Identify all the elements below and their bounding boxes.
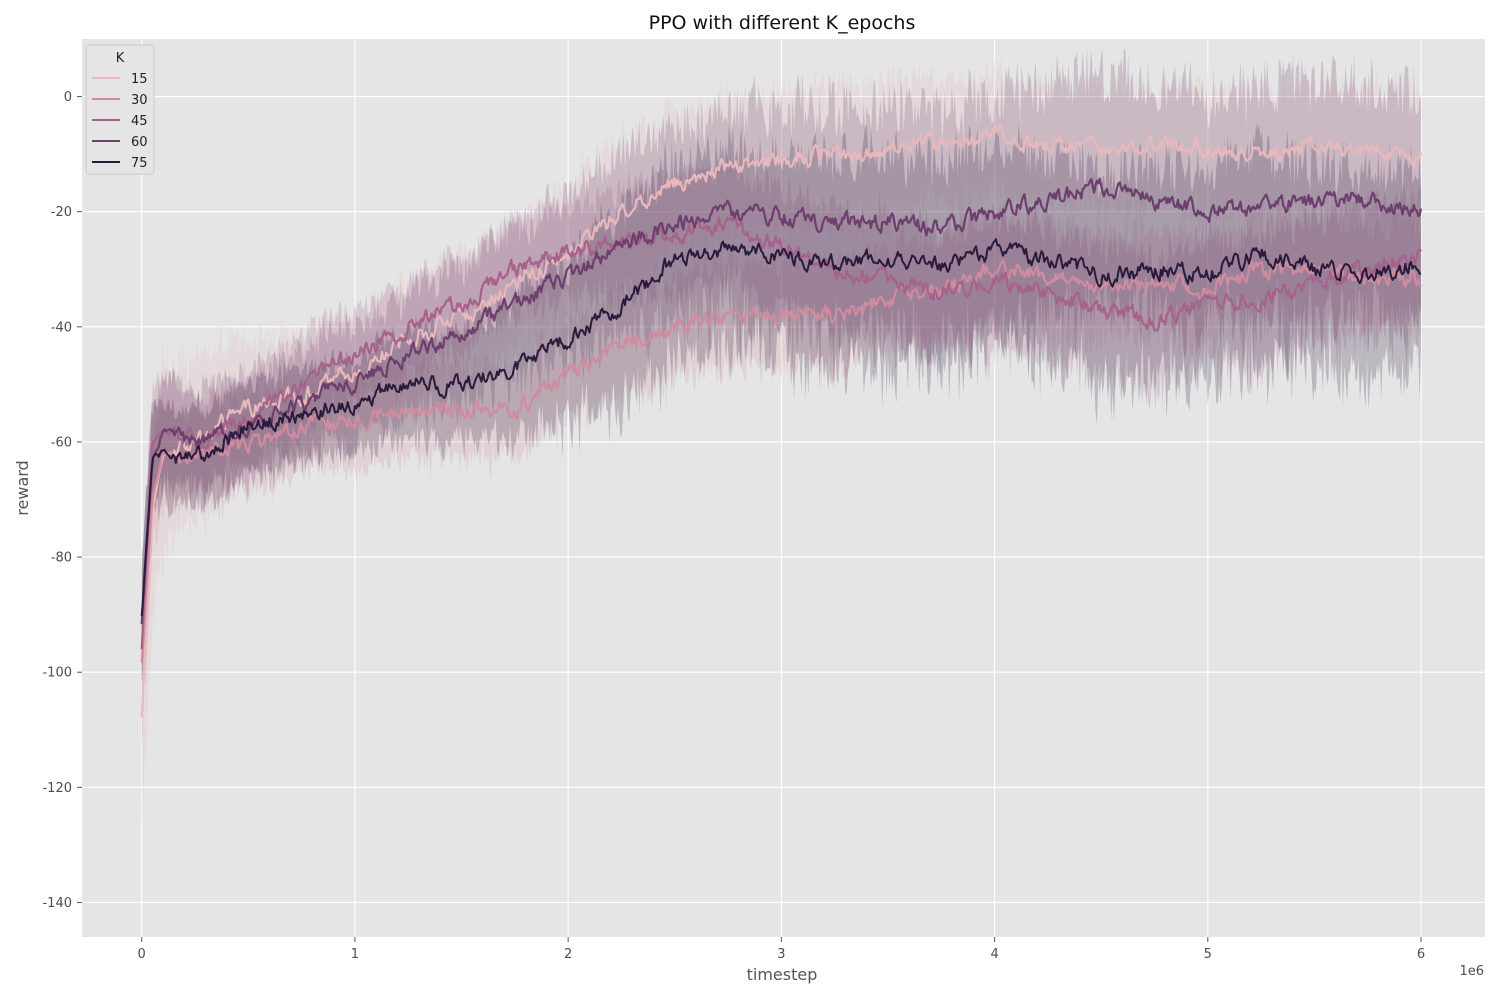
chart-title: PPO with different K_epochs [649, 12, 916, 34]
series-lines [140, 123, 1423, 718]
grid-lines [82, 39, 1485, 937]
line-k-75 [140, 238, 1422, 617]
x-axis-ticks: 0 1 2 3 4 5 6 [138, 937, 1425, 962]
y-tick-label: -40 [51, 320, 72, 335]
y-axis-label: reward [13, 460, 32, 515]
line-k-45 [140, 216, 1422, 650]
legend-label-k-30: 30 [131, 93, 148, 108]
y-tick-label: -100 [42, 666, 72, 681]
line-k-30 [140, 259, 1422, 663]
line-k-60 [140, 177, 1423, 625]
band-k-15 [141, 58, 1422, 826]
x-tick-label: 2 [564, 947, 572, 962]
legend-items: 15 30 45 60 75 [92, 72, 148, 171]
y-tick-label: -60 [51, 435, 72, 450]
legend-label-k-15: 15 [131, 72, 148, 87]
y-axis-ticks: 0 -20 -40 -60 -80 -100 -120 -140 [42, 90, 82, 911]
legend-label-k-45: 45 [131, 114, 148, 129]
legend-label-k-75: 75 [131, 156, 148, 171]
x-tick-label: 3 [777, 947, 785, 962]
x-tick-label: 1 [351, 947, 359, 962]
x-tick-label: 6 [1417, 947, 1425, 962]
y-tick-label: -80 [51, 551, 72, 566]
y-tick-label: 0 [64, 90, 72, 105]
band-k-45 [141, 148, 1422, 721]
legend: K 15 30 45 60 75 [85, 44, 155, 175]
line-k-15 [140, 123, 1423, 718]
y-tick-label: -20 [51, 205, 72, 220]
y-tick-label: -140 [42, 896, 72, 911]
band-k-30 [141, 199, 1422, 750]
x-axis-label: timestep [747, 965, 818, 984]
legend-label-k-60: 60 [131, 135, 148, 150]
x-tick-label: 5 [1204, 947, 1212, 962]
x-axis-offset-label: 1e6 [1459, 964, 1484, 979]
y-tick-label: -120 [42, 781, 72, 796]
legend-title: K [116, 51, 125, 66]
x-tick-label: 4 [990, 947, 998, 962]
band-k-60 [141, 42, 1422, 681]
confidence-bands [141, 42, 1422, 826]
band-k-75 [141, 122, 1422, 682]
x-tick-label: 0 [138, 947, 146, 962]
